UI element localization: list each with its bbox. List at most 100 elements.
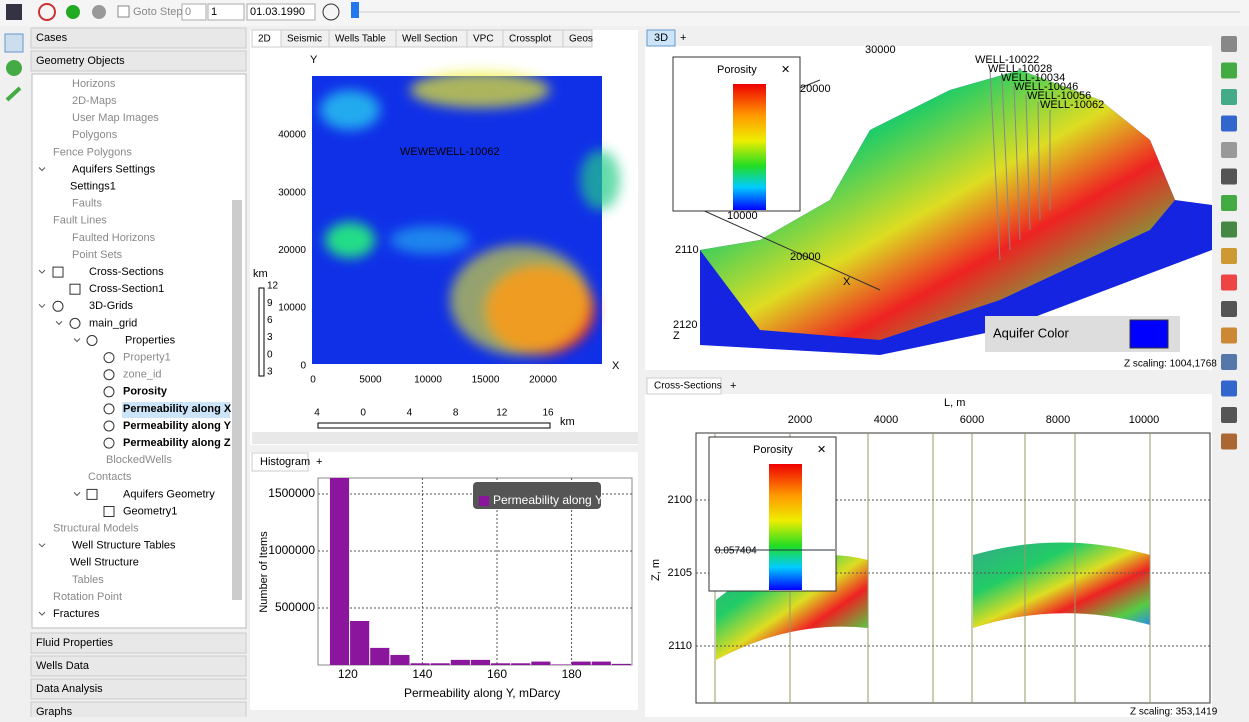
- radio[interactable]: [103, 352, 115, 364]
- tool-button[interactable]: [1221, 274, 1237, 291]
- step-from-input[interactable]: [181, 3, 207, 21]
- add-tab[interactable]: +: [316, 456, 322, 468]
- tool-button[interactable]: [1221, 380, 1237, 397]
- radio[interactable]: [69, 317, 81, 329]
- tree-item[interactable]: 2D-Maps: [72, 95, 117, 107]
- goto-step-checkbox[interactable]: [117, 5, 130, 18]
- checkbox[interactable]: [103, 506, 115, 517]
- close-legend[interactable]: ✕: [781, 64, 790, 76]
- tree-item[interactable]: 3D-Grids: [89, 300, 134, 312]
- step-input[interactable]: [207, 3, 245, 21]
- checkbox[interactable]: [52, 266, 64, 278]
- tree-item[interactable]: Porosity: [123, 386, 168, 398]
- tree-item[interactable]: Well Structure Tables: [72, 540, 176, 552]
- tool-button[interactable]: [1221, 301, 1237, 317]
- tree-item[interactable]: Fault Lines: [53, 215, 107, 227]
- well: [1013, 85, 1021, 241]
- radio[interactable]: [52, 300, 64, 312]
- settings-icon[interactable]: [6, 60, 22, 76]
- tool-button[interactable]: [1221, 36, 1237, 52]
- radio[interactable]: [103, 386, 115, 398]
- date-select[interactable]: [246, 3, 316, 21]
- cross-section-tab[interactable]: [646, 377, 722, 395]
- tool-button[interactable]: [1221, 433, 1237, 450]
- expand-arrow[interactable]: [73, 492, 81, 497]
- slider-handle[interactable]: [351, 2, 359, 18]
- scrollbar[interactable]: [232, 200, 242, 600]
- radio[interactable]: [86, 335, 98, 346]
- expand-arrow[interactable]: [55, 321, 63, 326]
- tree-item[interactable]: Faulted Horizons: [72, 232, 156, 244]
- tree-item[interactable]: Well Structure: [70, 557, 139, 569]
- save-button[interactable]: [6, 4, 22, 20]
- tree-icon[interactable]: [4, 33, 24, 53]
- expand-arrow[interactable]: [38, 543, 46, 548]
- histogram-tab[interactable]: [251, 452, 309, 472]
- tool-button[interactable]: [1221, 115, 1237, 132]
- hscroll[interactable]: [252, 432, 638, 444]
- add-tab[interactable]: +: [730, 380, 736, 392]
- tool-button[interactable]: [1221, 248, 1237, 264]
- tree-item[interactable]: BlockedWells: [106, 454, 172, 466]
- tree-item[interactable]: Geometry1: [123, 505, 177, 517]
- tool-button[interactable]: [1221, 142, 1237, 158]
- tool-button[interactable]: [1221, 407, 1237, 423]
- tree-item[interactable]: Aquifers Geometry: [123, 488, 215, 500]
- aquifer-swatch[interactable]: [1129, 319, 1169, 349]
- add-tab[interactable]: +: [680, 32, 686, 44]
- radio[interactable]: [103, 420, 115, 432]
- checkbox[interactable]: [86, 488, 98, 500]
- tree-item[interactable]: Settings1: [70, 181, 116, 193]
- timer-button[interactable]: [322, 3, 340, 21]
- tree-item[interactable]: Structural Models: [53, 523, 139, 535]
- tool-button[interactable]: [1221, 89, 1237, 105]
- reload-button[interactable]: [38, 3, 56, 21]
- radio[interactable]: [103, 403, 115, 415]
- tool-button[interactable]: [1221, 195, 1237, 211]
- expand-arrow[interactable]: [38, 611, 46, 616]
- tree-item[interactable]: Fence Polygons: [53, 146, 132, 158]
- tree-item[interactable]: Polygons: [72, 129, 118, 141]
- run-button[interactable]: [66, 5, 80, 19]
- tree-item[interactable]: Permeability along X: [123, 403, 232, 415]
- close-legend[interactable]: ✕: [817, 444, 826, 456]
- expand-arrow[interactable]: [38, 303, 46, 309]
- cases-header[interactable]: [30, 27, 247, 49]
- tree-item[interactable]: Faults: [72, 198, 102, 210]
- expand-arrow[interactable]: [38, 167, 46, 172]
- tab[interactable]: [562, 29, 593, 48]
- checkbox[interactable]: [69, 283, 81, 295]
- tree-item[interactable]: Rotation Point: [53, 591, 122, 603]
- tree-item[interactable]: Fractures: [53, 608, 100, 620]
- tree-item[interactable]: Permeability along Y: [123, 420, 232, 432]
- tool-button[interactable]: [1221, 62, 1237, 79]
- tree-item[interactable]: Property1: [123, 352, 171, 364]
- tree-item[interactable]: zone_id: [123, 369, 162, 381]
- radio[interactable]: [103, 369, 115, 381]
- tree-item[interactable]: main_grid: [89, 317, 137, 329]
- expand-arrow[interactable]: [38, 269, 46, 274]
- tree-item[interactable]: User Map Images: [72, 112, 159, 124]
- tool-button[interactable]: [1221, 168, 1237, 185]
- tool-button[interactable]: [1221, 327, 1237, 344]
- tool-button[interactable]: [1221, 221, 1237, 238]
- tree-item[interactable]: Point Sets: [72, 249, 123, 261]
- geometry-header[interactable]: [30, 50, 247, 72]
- tree-item[interactable]: Aquifers Settings: [72, 163, 156, 175]
- panel-header[interactable]: [30, 655, 247, 677]
- tree-item[interactable]: Contacts: [88, 471, 132, 483]
- tree-item[interactable]: Properties: [125, 334, 176, 346]
- expand-arrow[interactable]: [73, 338, 81, 343]
- panel-header[interactable]: [30, 678, 247, 700]
- tool-button[interactable]: [1221, 354, 1237, 370]
- radio[interactable]: [103, 437, 115, 449]
- panel-header[interactable]: [30, 632, 247, 654]
- tree-item[interactable]: Tables: [72, 574, 104, 586]
- tab-3d[interactable]: [646, 29, 676, 47]
- stop-button[interactable]: [92, 5, 106, 19]
- tree-item[interactable]: Horizons: [72, 78, 116, 90]
- tree-item[interactable]: Permeability along Z: [123, 437, 231, 449]
- tree-item[interactable]: Cross-Section1: [89, 283, 164, 295]
- tools-icon[interactable]: [5, 86, 22, 102]
- tree-item[interactable]: Cross-Sections: [89, 266, 164, 278]
